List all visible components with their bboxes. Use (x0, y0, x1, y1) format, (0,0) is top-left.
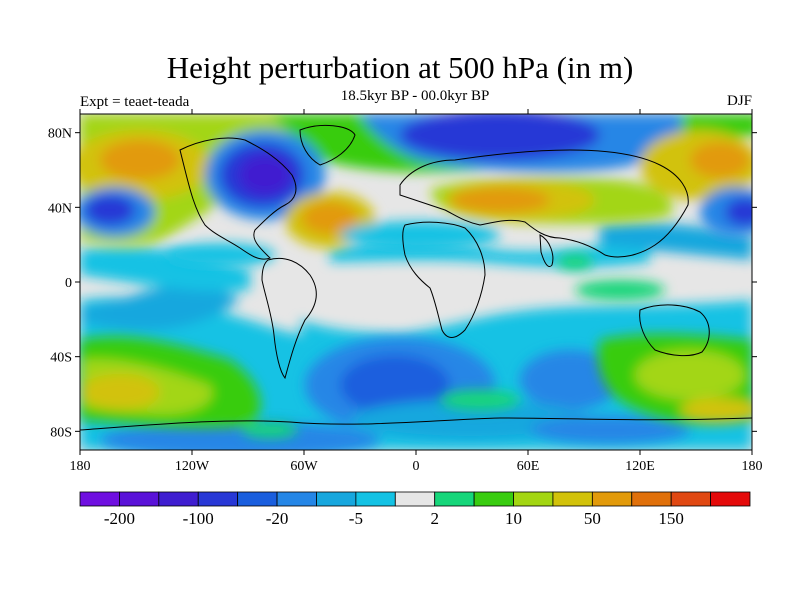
plot-title: Height perturbation at 500 hPa (in m) (166, 50, 634, 85)
northern-field (80, 114, 752, 267)
season-label: DJF (726, 93, 752, 109)
southern-negative-cells (100, 337, 690, 450)
colorbar-swatch (670, 491, 711, 507)
colorbar-label: 150 (658, 509, 684, 528)
lat-tick-label: 0 (65, 276, 72, 291)
colorbar-swatch (355, 491, 396, 507)
southern-positive-cells (80, 254, 752, 438)
coast-europe-asia (399, 149, 689, 258)
coast-india (539, 234, 554, 267)
axis-ticks: 80N 40N 0 40S 80S 180 120W 60W 0 60E 120E 180 (48, 109, 763, 474)
plot-subtitle: 18.5kyr BP - 00.0kyr BP (340, 88, 490, 104)
lat-tick-label: 40S (50, 351, 72, 366)
colorbar-label: -200 (104, 509, 135, 528)
coast-africa (402, 221, 486, 338)
lon-tick-label: 60W (290, 459, 318, 474)
coastlines (80, 124, 752, 431)
colorbar-label: -20 (266, 509, 289, 528)
coast-australia (639, 304, 710, 357)
lon-tick-label: 180 (70, 459, 91, 474)
lon-tick-label: 0 (413, 459, 420, 474)
lon-tick-label: 60E (517, 459, 540, 474)
coast-antarctica (80, 417, 752, 431)
coast-greenland (299, 124, 356, 166)
colorbar-swatch (158, 491, 199, 507)
colorbar-label: 50 (584, 509, 601, 528)
colorbar-swatch (434, 491, 475, 507)
colorbar-swatch (394, 491, 436, 507)
colorbar: -200 -100 -20 -5 2 10 50 150 (79, 491, 751, 528)
lat-tick-label: 40N (48, 201, 72, 216)
colorbar-label: -100 (183, 509, 214, 528)
colorbar-swatch (237, 491, 278, 507)
colorbar-swatch (119, 491, 160, 507)
experiment-label: Expt = teaet-teada (80, 94, 190, 110)
colorbar-label: 2 (430, 509, 439, 528)
colorbar-label: 10 (505, 509, 522, 528)
colorbar-swatch (552, 491, 593, 507)
lat-tick-label: 80S (50, 425, 72, 440)
coast-north-america (179, 137, 297, 260)
colorbar-swatch (276, 491, 317, 507)
colorbar-swatch (710, 491, 751, 507)
colorbar-swatch (473, 491, 514, 507)
colorbar-swatch (591, 491, 633, 507)
colorbar-label: -5 (349, 509, 363, 528)
colorbar-swatch (631, 491, 672, 507)
colorbar-swatch (79, 491, 120, 507)
lon-tick-label: 120W (175, 459, 210, 474)
height-field (80, 114, 752, 450)
colorbar-swatch (316, 491, 357, 507)
lon-tick-label: 120E (625, 459, 655, 474)
lat-tick-label: 80N (48, 127, 72, 142)
colorbar-swatch (513, 491, 554, 507)
lon-tick-label: 180 (742, 459, 763, 474)
coast-south-america (261, 257, 317, 380)
colorbar-swatch (197, 491, 239, 507)
